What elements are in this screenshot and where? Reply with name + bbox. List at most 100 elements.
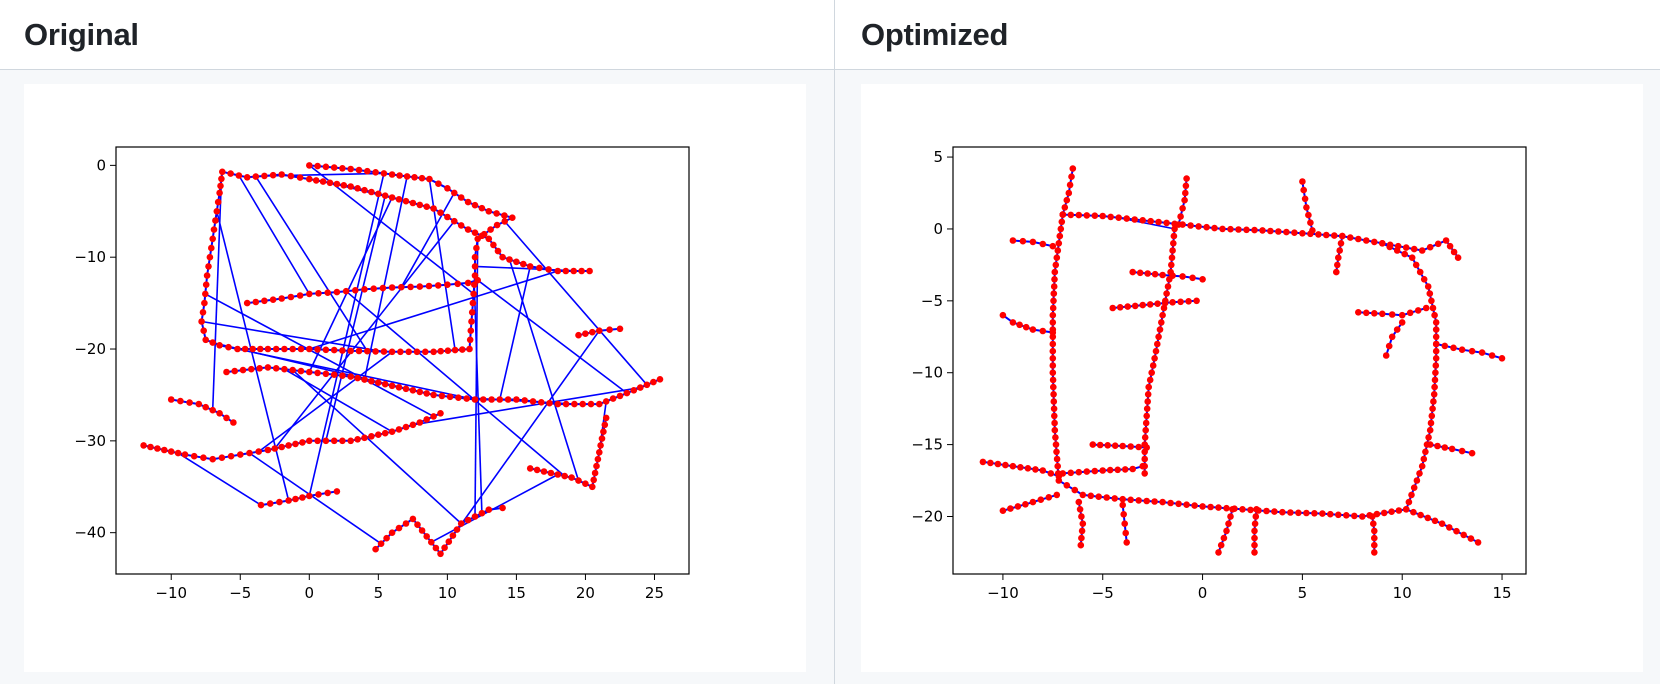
data-point (361, 286, 368, 293)
data-point (1319, 510, 1326, 517)
data-point (1029, 238, 1037, 246)
data-point (1159, 311, 1166, 319)
data-point (570, 267, 577, 275)
data-point (402, 197, 410, 205)
data-point (545, 266, 552, 273)
data-point (200, 454, 207, 462)
data-point (1432, 355, 1440, 362)
data-point (1369, 513, 1376, 520)
data-point (596, 327, 603, 334)
data-point (471, 201, 479, 209)
data-point (422, 348, 429, 356)
data-point (1426, 290, 1434, 297)
data-point (1143, 444, 1150, 451)
data-point (205, 263, 212, 270)
data-point (299, 439, 306, 446)
data-point (330, 371, 338, 379)
data-point (1394, 242, 1402, 250)
data-point (1215, 549, 1222, 556)
data-point (1410, 508, 1417, 516)
data-point (379, 284, 387, 292)
data-point (278, 443, 285, 451)
data-point (1127, 443, 1134, 450)
data-point (416, 283, 424, 290)
data-point (538, 399, 545, 406)
data-point (1229, 506, 1236, 513)
data-point (292, 440, 299, 448)
data-point (1049, 311, 1057, 319)
data-point (1431, 517, 1439, 525)
data-point (1170, 240, 1177, 247)
data-point (319, 178, 327, 185)
data-point (375, 190, 382, 198)
data-point (246, 449, 253, 457)
data-point (1148, 369, 1155, 377)
data-point (1127, 496, 1134, 504)
data-point (601, 421, 609, 429)
data-point (322, 163, 330, 171)
data-point (243, 174, 251, 181)
data-point (494, 247, 502, 255)
data-point (289, 366, 297, 374)
data-point (347, 373, 355, 380)
data-point (1220, 534, 1228, 542)
data-point (306, 368, 313, 376)
data-point (1458, 447, 1466, 455)
data-point (227, 452, 235, 460)
data-point (377, 540, 385, 547)
data-point (1051, 426, 1059, 434)
data-point (225, 343, 232, 351)
data-point (600, 428, 607, 436)
data-point (1052, 434, 1059, 441)
data-point (216, 189, 223, 197)
data-point (1327, 510, 1334, 518)
data-point (1009, 462, 1017, 470)
data-point (1420, 276, 1428, 283)
constraint-edge (258, 351, 393, 453)
y-tick-label: −10 (74, 248, 106, 266)
constraint-edge (477, 279, 628, 394)
data-point (1422, 448, 1429, 456)
data-point (1129, 268, 1136, 276)
data-point (1123, 215, 1130, 222)
data-point (1009, 237, 1017, 244)
data-point (536, 264, 543, 272)
data-point (1049, 319, 1057, 326)
y-tick-label: 5 (933, 148, 943, 166)
data-point (354, 185, 361, 192)
data-point (994, 460, 1002, 468)
data-point (411, 174, 418, 181)
data-point (1050, 383, 1057, 391)
data-point (186, 399, 193, 406)
data-point (1363, 309, 1370, 317)
data-point (1053, 448, 1060, 456)
data-point (562, 400, 570, 408)
data-point (1121, 520, 1128, 527)
data-point (1227, 225, 1234, 233)
data-point (1177, 298, 1184, 306)
data-point (216, 342, 223, 349)
data-point (1339, 232, 1346, 240)
data-point (1159, 271, 1166, 279)
data-point (1096, 441, 1104, 449)
data-point (451, 217, 458, 225)
data-point (1379, 240, 1386, 247)
data-point (1079, 520, 1087, 527)
data-point (380, 348, 388, 355)
data-point (1283, 228, 1290, 236)
data-point (446, 393, 454, 401)
data-point (210, 226, 218, 233)
data-point (609, 395, 617, 402)
data-point (278, 295, 285, 302)
constraint-edge (345, 290, 566, 477)
data-point (1077, 541, 1085, 549)
data-point (1024, 465, 1032, 472)
data-point (513, 258, 520, 266)
data-point (1175, 500, 1182, 508)
data-point (1146, 376, 1154, 384)
data-point (1498, 355, 1506, 362)
constraint-edge (450, 396, 575, 405)
data-point (375, 379, 382, 387)
data-point (445, 538, 453, 545)
data-point (1247, 506, 1254, 514)
